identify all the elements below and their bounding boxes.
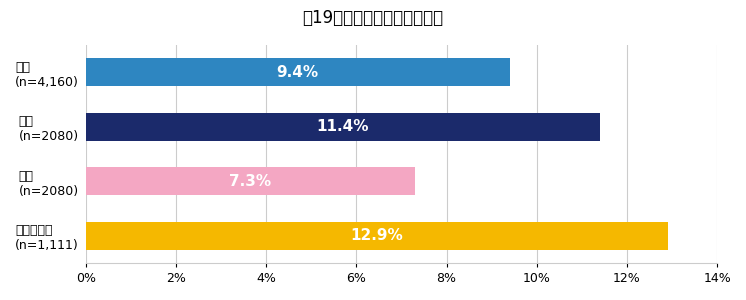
Text: 11.4%: 11.4%	[316, 119, 369, 134]
Text: 围19：プロへの大掛除依頼率: 围19：プロへの大掛除依頼率	[302, 9, 444, 27]
Text: 9.4%: 9.4%	[277, 65, 319, 80]
Bar	[86, 112, 600, 141]
Bar	[86, 222, 668, 250]
Bar	[86, 167, 415, 195]
Bar	[86, 58, 510, 86]
Text: 7.3%: 7.3%	[229, 174, 272, 189]
Text: 12.9%: 12.9%	[351, 228, 403, 243]
